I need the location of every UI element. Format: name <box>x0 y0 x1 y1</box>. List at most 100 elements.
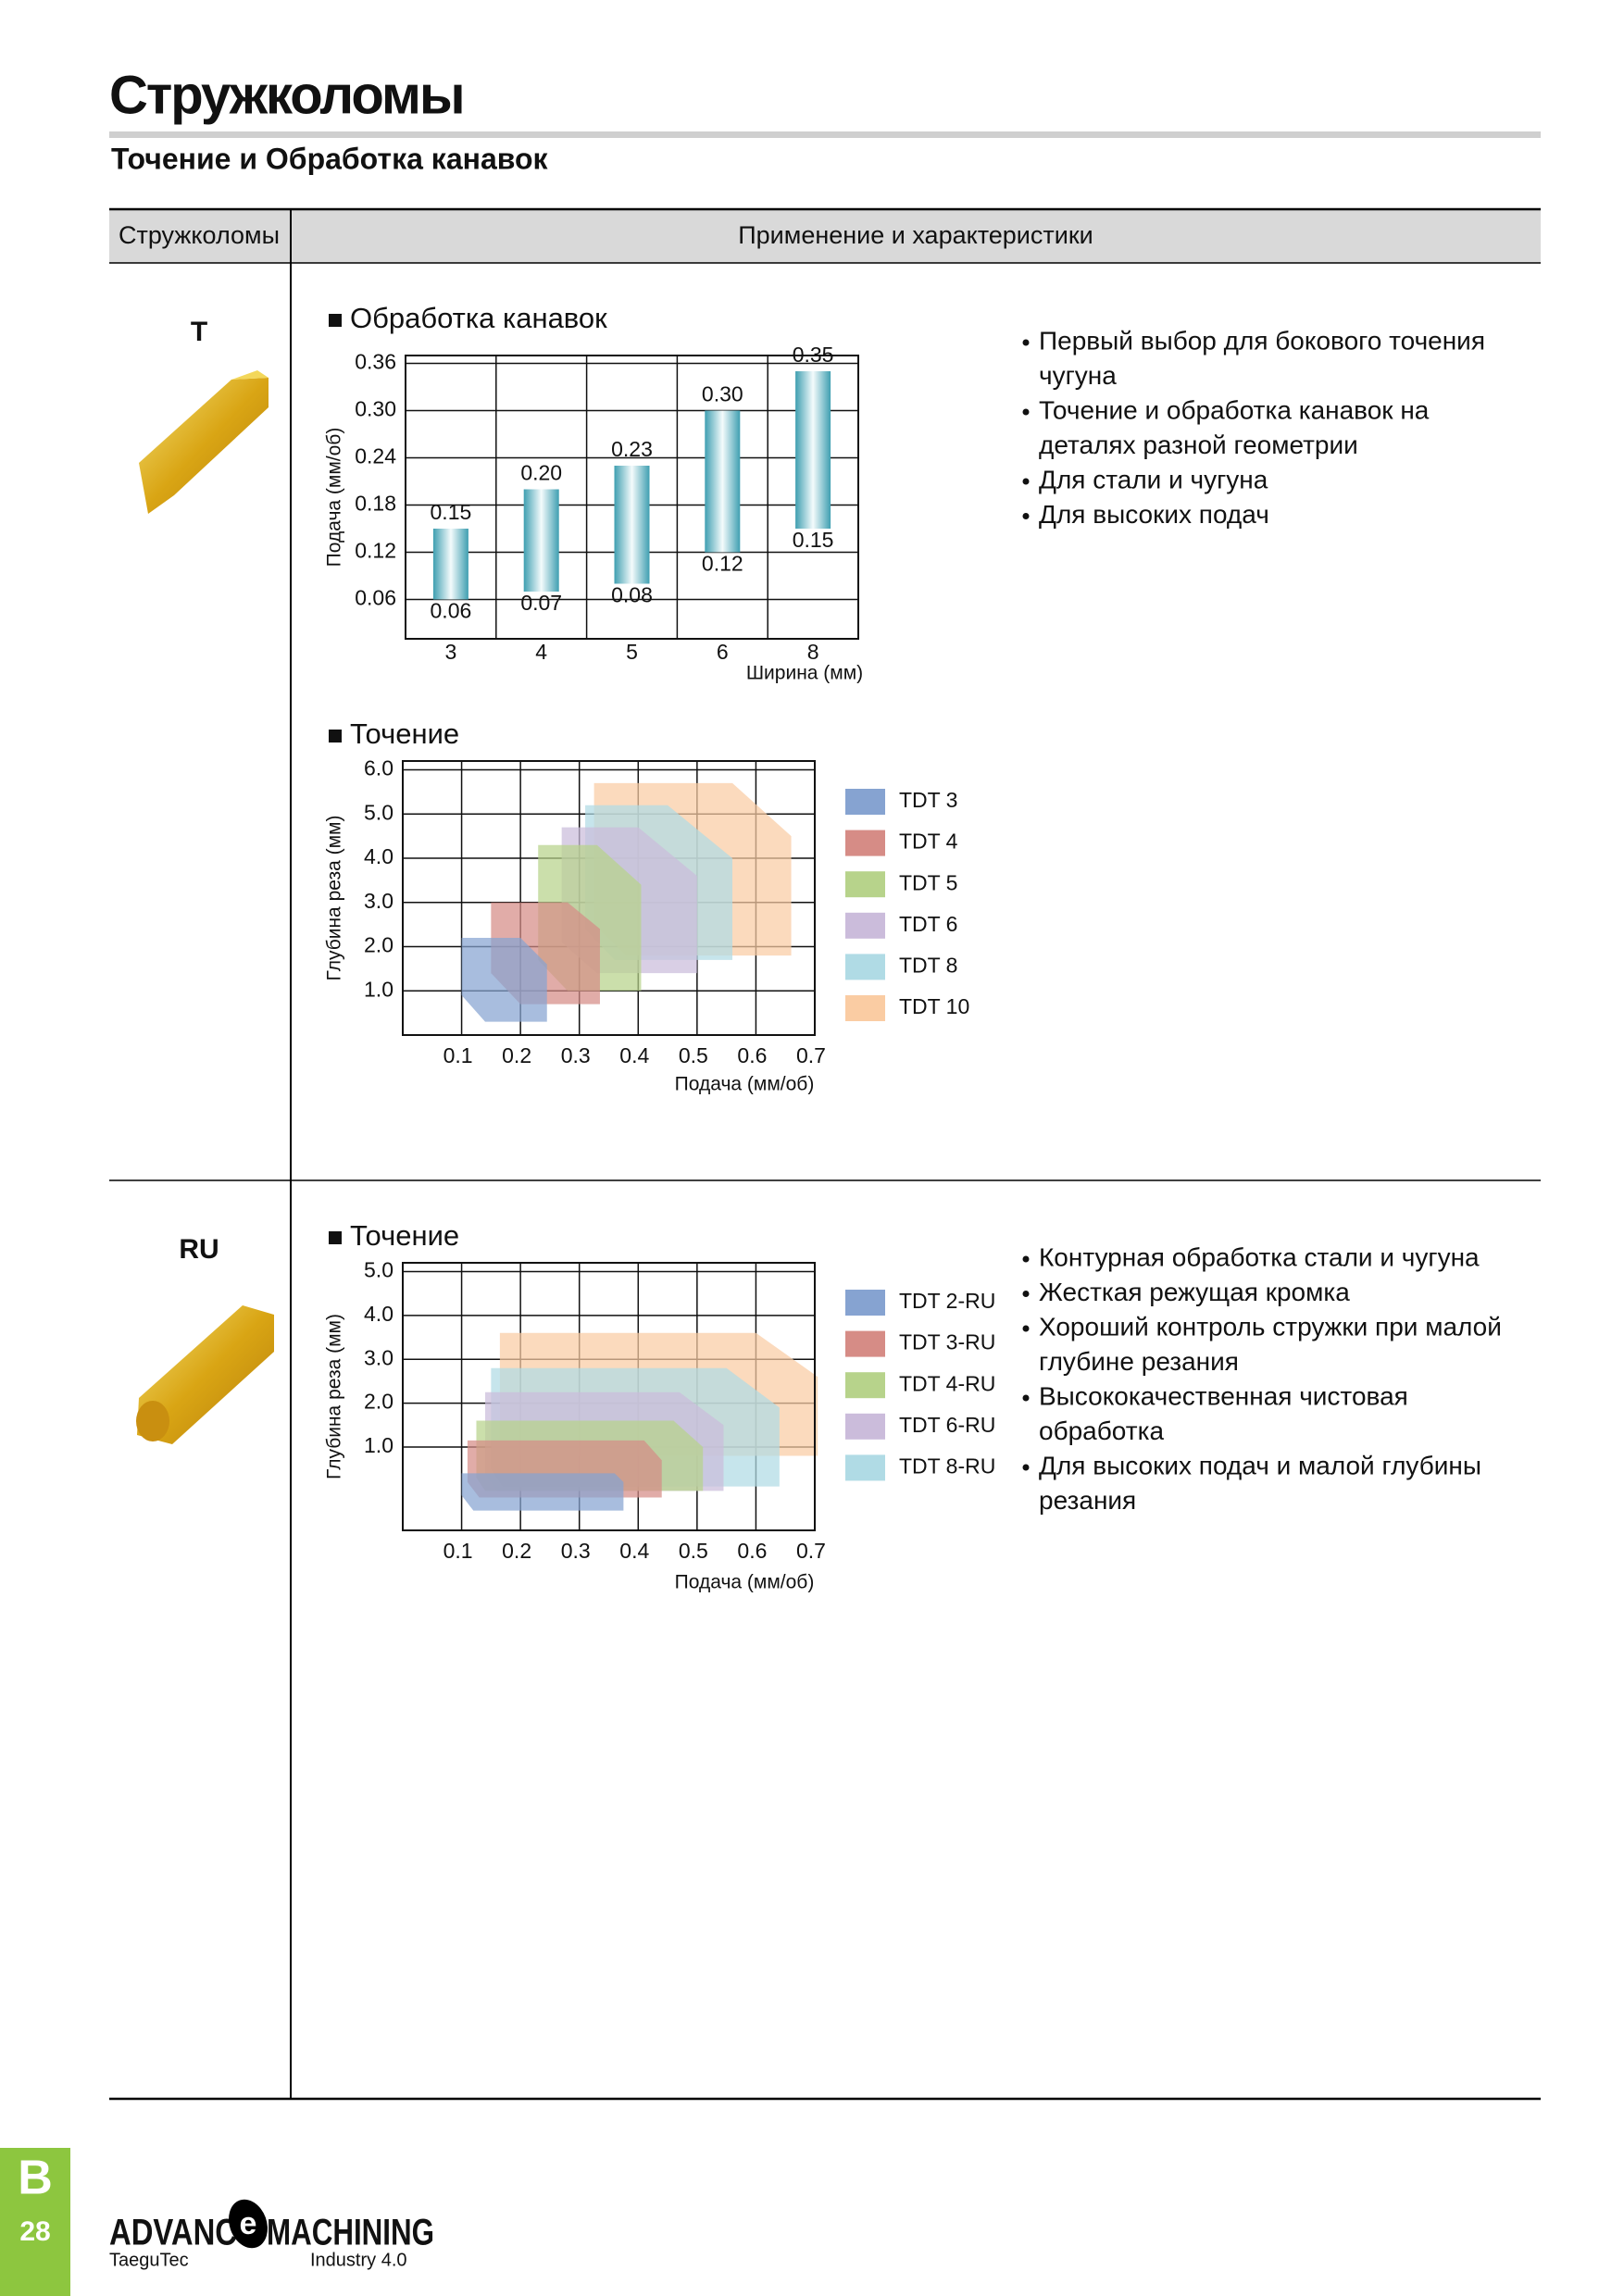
bar <box>432 529 468 600</box>
legend-label: TDT 4-RU <box>899 1371 995 1395</box>
legend-label: TDT 8-RU <box>899 1454 995 1478</box>
y-tick-label: 3.0 <box>364 889 394 913</box>
legend-swatch <box>845 1372 885 1399</box>
title-marker <box>329 1231 342 1244</box>
y-axis-label: Глубина реза (мм) <box>324 1314 345 1479</box>
value-label: 0.06 <box>431 599 472 623</box>
x-tick-label: 0.5 <box>679 1539 708 1563</box>
x-axis-label: Подача (мм/об) <box>675 1074 815 1095</box>
y-tick-label: 5.0 <box>364 800 394 824</box>
feature-text: деталях разной геометрии <box>1039 430 1358 459</box>
legend-label: TDT 5 <box>899 870 957 894</box>
bullet <box>1022 339 1030 346</box>
x-tick-label: 0.1 <box>443 1043 473 1067</box>
x-tick-label: 0.7 <box>796 1043 826 1067</box>
x-tick-label: 0.2 <box>502 1043 531 1067</box>
legend-swatch <box>845 1454 885 1481</box>
chart-title: Обработка канавок <box>350 302 607 334</box>
page-number: 28 <box>19 2216 50 2247</box>
x-tick-label: 0.4 <box>619 1043 649 1067</box>
y-tick-label: 1.0 <box>364 1433 394 1457</box>
legend-swatch <box>845 912 885 939</box>
x-tick-label: 0.6 <box>737 1043 767 1067</box>
x-tick-label: 0.6 <box>737 1539 767 1563</box>
feature-text: чугуна <box>1039 361 1117 390</box>
legend-label: TDT 8 <box>899 953 957 977</box>
value-label: 0.07 <box>520 591 562 615</box>
y-tick-label: 0.24 <box>355 444 396 468</box>
x-tick-label: 5 <box>626 640 638 664</box>
region <box>461 1473 624 1511</box>
chart-title: Точение <box>350 1219 459 1252</box>
section-letter: B <box>18 2152 53 2205</box>
value-label: 0.30 <box>702 382 743 406</box>
insert-tip <box>136 1401 169 1441</box>
feature-text: Хороший контроль стружки при малой <box>1039 1312 1502 1341</box>
feature-text: Для высоких подач и малой глубины <box>1039 1451 1481 1479</box>
feature-text: Точение и обработка канавок на <box>1039 395 1430 424</box>
feature-text: резания <box>1039 1486 1136 1515</box>
legend-swatch <box>845 1290 885 1316</box>
table-header-bg <box>109 209 1541 263</box>
value-label: 0.15 <box>793 528 834 552</box>
bar <box>795 371 831 529</box>
bullet <box>1022 1291 1030 1297</box>
logo-text: MACHINING <box>267 2213 434 2253</box>
feature-text: Жесткая режущая кромка <box>1039 1278 1350 1306</box>
y-tick-label: 0.36 <box>355 350 396 374</box>
plot-frame <box>405 355 859 640</box>
logo-text: ADVANC <box>109 2213 237 2253</box>
legend-swatch <box>845 954 885 980</box>
y-axis-label: Глубина реза (мм) <box>324 816 345 981</box>
region <box>461 937 547 1022</box>
y-tick-label: 2.0 <box>364 933 394 957</box>
legend-swatch <box>845 789 885 815</box>
feature-text: Для стали и чугуна <box>1039 465 1268 493</box>
y-tick-label: 4.0 <box>364 1302 394 1326</box>
y-tick-label: 2.0 <box>364 1390 394 1414</box>
legend-swatch <box>845 1413 885 1440</box>
title-marker <box>329 314 342 327</box>
x-tick-label: 4 <box>535 640 547 664</box>
row-label: RU <box>179 1234 219 1265</box>
feature-text: Для высоких подач <box>1039 500 1269 529</box>
page-title: Стружколомы <box>109 65 463 125</box>
legend-swatch <box>845 995 885 1021</box>
legend-swatch <box>845 830 885 856</box>
legend-label: TDT 6-RU <box>899 1413 995 1437</box>
y-tick-label: 0.30 <box>355 397 396 421</box>
bullet <box>1022 1394 1030 1402</box>
y-tick-label: 6.0 <box>364 756 394 780</box>
title-rule <box>109 131 1541 138</box>
insert-image <box>139 370 269 514</box>
x-tick-label: 0.4 <box>619 1539 649 1563</box>
x-tick-label: 0.2 <box>502 1539 531 1563</box>
y-tick-label: 0.18 <box>355 492 396 516</box>
value-label: 0.20 <box>520 461 562 485</box>
column-header: Стружколомы <box>119 221 280 249</box>
legend-label: TDT 4 <box>899 830 958 854</box>
legend-swatch <box>845 871 885 898</box>
legend-label: TDT 3 <box>899 788 957 812</box>
value-label: 0.23 <box>611 437 653 461</box>
feature-text: глубине резания <box>1039 1347 1239 1376</box>
logo-mark-bg <box>229 2199 268 2249</box>
x-tick-label: 6 <box>717 640 729 664</box>
bullet <box>1022 478 1030 485</box>
feature-text: Контурная обработка стали и чугуна <box>1039 1242 1480 1271</box>
plot-frame <box>402 1262 816 1531</box>
insert-body <box>137 1305 274 1444</box>
value-label: 0.15 <box>431 500 472 524</box>
y-tick-label: 0.12 <box>355 539 396 563</box>
feature-text: Первый выбор для бокового точения <box>1039 326 1485 355</box>
legend-label: TDT 2-RU <box>899 1289 995 1313</box>
bar <box>614 466 650 584</box>
value-label: 0.12 <box>702 552 743 576</box>
x-tick-label: 3 <box>445 640 457 664</box>
x-tick-label: 8 <box>807 640 819 664</box>
insert-body <box>139 378 269 514</box>
title-marker <box>329 730 342 742</box>
tagline: Industry 4.0 <box>310 2250 407 2270</box>
plot-frame <box>402 760 816 1036</box>
